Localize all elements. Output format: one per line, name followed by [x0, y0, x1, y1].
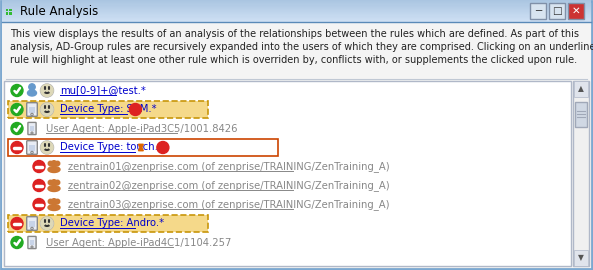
Circle shape [11, 141, 23, 154]
Bar [2, 19, 591, 21]
Bar [2, 17, 591, 19]
Circle shape [11, 123, 23, 134]
Circle shape [33, 180, 45, 191]
Bar [2, 13, 591, 14]
Circle shape [55, 161, 60, 166]
Circle shape [40, 84, 53, 97]
Circle shape [11, 103, 23, 116]
Bar [9, 12, 11, 15]
Circle shape [55, 199, 60, 204]
Text: Rule Analysis: Rule Analysis [20, 5, 98, 18]
Bar [2, 6, 591, 8]
Circle shape [51, 199, 57, 204]
Circle shape [33, 198, 45, 211]
Bar [530, 3, 546, 19]
Bar [2, 18, 591, 20]
Bar [8, 101, 208, 118]
Text: zentrain02@zenprise.com (of zenprise/TRAINING/ZenTraining_A): zentrain02@zenprise.com (of zenprise/TRA… [68, 180, 390, 191]
Bar [8, 215, 208, 232]
FancyBboxPatch shape [27, 141, 37, 154]
Text: ▲: ▲ [578, 85, 584, 93]
Ellipse shape [48, 185, 60, 191]
Circle shape [33, 160, 45, 173]
Circle shape [48, 180, 53, 185]
Text: User Agent: Apple-iPad4C1/1104.257: User Agent: Apple-iPad4C1/1104.257 [46, 238, 231, 248]
Bar [2, 5, 591, 6]
Bar [29, 107, 35, 113]
Bar [2, 16, 591, 18]
Bar [8, 139, 278, 156]
Text: Device Type: touch.*: Device Type: touch.* [60, 143, 163, 153]
Bar [30, 240, 34, 245]
Ellipse shape [48, 204, 60, 211]
Bar [2, 14, 591, 15]
Bar [2, 8, 591, 10]
Bar [575, 102, 587, 127]
Circle shape [11, 85, 23, 96]
Text: mu[0-9]+@test.*: mu[0-9]+@test.* [60, 86, 146, 96]
FancyBboxPatch shape [28, 237, 36, 249]
Bar [29, 221, 35, 227]
Circle shape [55, 180, 60, 185]
Text: This view displays the results of an analysis of the relationships between the r: This view displays the results of an ana… [10, 29, 593, 65]
Circle shape [48, 161, 53, 166]
Bar [2, 0, 591, 1]
Text: Device Type: SAM.*: Device Type: SAM.* [60, 104, 157, 114]
Text: ─: ─ [535, 6, 541, 16]
Bar [2, 7, 591, 9]
Ellipse shape [48, 167, 60, 173]
Bar [2, 3, 591, 4]
Circle shape [31, 113, 33, 116]
Circle shape [157, 141, 169, 154]
Circle shape [41, 141, 53, 154]
Bar [574, 250, 588, 266]
Circle shape [40, 141, 53, 154]
Bar [5, 8, 8, 11]
Circle shape [31, 151, 33, 154]
Bar [2, 21, 591, 22]
Bar [2, 2, 591, 3]
Bar [2, 12, 591, 13]
Bar [2, 9, 591, 11]
Circle shape [31, 227, 33, 230]
Circle shape [51, 180, 57, 185]
Text: User Agent: Apple-iPad3C5/1001.8426: User Agent: Apple-iPad3C5/1001.8426 [46, 123, 238, 133]
Bar [2, 11, 591, 12]
Text: zentrain01@zenprise.com (of zenprise/TRAINING/ZenTraining_A): zentrain01@zenprise.com (of zenprise/TRA… [68, 161, 390, 172]
Circle shape [41, 218, 53, 230]
Bar [568, 3, 584, 19]
Bar [30, 126, 34, 131]
FancyBboxPatch shape [28, 122, 36, 135]
Bar [29, 145, 35, 151]
Circle shape [31, 132, 33, 134]
Circle shape [41, 103, 53, 116]
Text: zentrain03@zenprise.com (of zenprise/TRAINING/ZenTraining_A): zentrain03@zenprise.com (of zenprise/TRA… [68, 199, 390, 210]
Circle shape [40, 217, 53, 230]
Bar [5, 12, 8, 15]
Circle shape [129, 103, 141, 116]
Ellipse shape [27, 90, 37, 96]
Text: ✕: ✕ [572, 6, 581, 16]
Bar [9, 8, 11, 11]
Circle shape [40, 103, 53, 116]
FancyBboxPatch shape [27, 217, 37, 230]
Bar [2, 1, 591, 2]
Bar [549, 3, 565, 19]
Circle shape [11, 218, 23, 230]
Circle shape [31, 246, 33, 248]
Circle shape [51, 161, 57, 166]
Text: Device Type: Andro.*: Device Type: Andro.* [60, 218, 164, 228]
Circle shape [41, 85, 53, 96]
FancyBboxPatch shape [27, 103, 37, 116]
Circle shape [29, 84, 35, 90]
Bar [2, 4, 591, 5]
Text: ▼: ▼ [578, 254, 584, 262]
Circle shape [48, 199, 53, 204]
Bar [574, 81, 588, 97]
Bar [4, 81, 571, 266]
Bar [2, 15, 591, 16]
Bar [573, 81, 589, 266]
Text: □: □ [552, 6, 562, 16]
Circle shape [11, 237, 23, 248]
